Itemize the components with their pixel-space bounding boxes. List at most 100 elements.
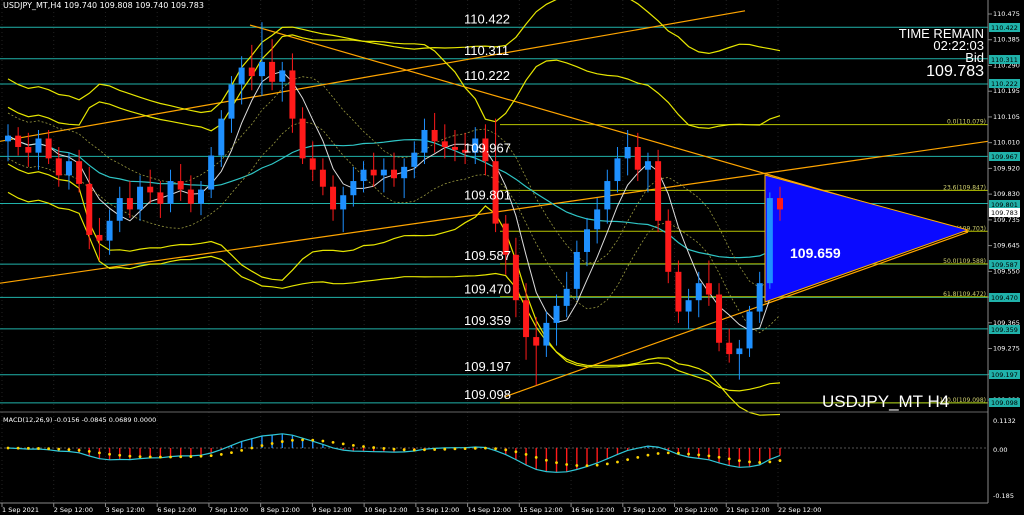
time-tick-label: 6 Sep 12:00 (157, 506, 196, 514)
fibonacci-levels: 0.0(110.079)23.6(109.847)38.2(109.703)50… (500, 119, 988, 404)
level-label: 109.470 (464, 281, 511, 296)
macd-signal-dot (138, 455, 142, 459)
candle-body (553, 305, 560, 323)
candle-body (370, 169, 377, 176)
price-tag-label: 109.967 (991, 153, 1018, 161)
level-label: 109.197 (464, 359, 511, 374)
bid-price-tag (989, 208, 1020, 217)
macd-signal-dot (321, 439, 325, 443)
price-axis: 110.475 110.385 110.290 110.195 110.105 110.0… (988, 10, 1020, 500)
time-tick-label: 15 Sep 12:00 (519, 506, 562, 514)
candle-body (594, 209, 601, 230)
bid-value: 109.783 (926, 63, 984, 80)
bollinger-upper (7, 34, 781, 132)
macd-signal-dot (158, 455, 162, 459)
candle-body (441, 141, 448, 148)
macd-signal-dot (382, 447, 386, 450)
price-tick-label: 110.290 (993, 61, 1020, 69)
candlesticks (5, 22, 783, 386)
macd-signal-dot (57, 447, 61, 451)
candle-body (5, 135, 11, 142)
price-tick-label: 109.920 (993, 164, 1020, 172)
candle-body (35, 138, 42, 153)
candle-body (340, 195, 347, 210)
price-tag (989, 23, 1020, 32)
time-tick-label: 20 Sep 12:00 (675, 506, 718, 514)
macd-signal-dot (626, 458, 630, 462)
macd-signal-dot (301, 438, 304, 442)
level-label: 109.359 (464, 313, 511, 328)
candle-body (269, 61, 276, 82)
macd-signal-dot (473, 446, 477, 450)
macd-signal-dot (351, 443, 355, 447)
macd-pane: MACD(12,26,9) -0.0156 -0.0845 0.0689 0.0… (0, 416, 988, 473)
candle-body (634, 147, 641, 170)
time-tick-label: 9 Sep 12:00 (312, 506, 351, 514)
candle-body (289, 70, 296, 119)
macd-signal-dot (534, 456, 538, 459)
trend-line (0, 10, 746, 142)
macd-signal-dot (565, 463, 569, 466)
macd-signal-dot (179, 455, 183, 459)
time-tick-label: 1 Sep 2021 (2, 506, 39, 514)
candle-body (705, 283, 712, 295)
price-axis-bg (988, 0, 1024, 515)
envelope-lower (7, 121, 781, 334)
macd-signal-dot (270, 442, 274, 445)
price-tick-label: 109.645 (993, 242, 1020, 250)
macd-signal-dot (575, 464, 579, 467)
candle-body (421, 129, 428, 153)
price-tag-label: 109.197 (991, 371, 1018, 379)
macd-signal-dot (748, 460, 751, 464)
macd-signal-dot (47, 447, 51, 451)
level-labels: 110.422 110.311 110.222 109.967 109.801 109.5… (464, 11, 511, 402)
trend-line (504, 231, 969, 398)
bollinger-lower (7, 163, 781, 392)
time-tick-label: 7 Sep 12:00 (209, 506, 248, 514)
price-tag (989, 293, 1020, 302)
candle-body (137, 186, 144, 210)
candle-body (431, 129, 438, 142)
candle-body (685, 300, 692, 312)
candle-body (512, 254, 519, 301)
macd-signal-dot (362, 445, 365, 448)
fib-label: 61.8(109.472) (943, 291, 986, 298)
candle-body (401, 166, 408, 179)
moving-average-cyan (7, 135, 781, 259)
candle-body (563, 288, 570, 306)
macd-signal-dot (737, 459, 741, 463)
fib-label: 0.0(110.079) (947, 119, 986, 126)
macd-signal-dot (118, 453, 122, 457)
macd-signal-dot (189, 455, 193, 458)
bollinger-lower-2 (7, 191, 781, 416)
level-label: 109.967 (464, 140, 511, 155)
time-tick-label: 22 Sep 12:00 (778, 506, 821, 514)
macd-signal-dot (67, 448, 71, 452)
grid-lines (1, 0, 779, 503)
macd-signal-dot (494, 447, 497, 451)
candle-body (319, 169, 326, 187)
price-tick-label: 110.105 (993, 113, 1020, 121)
price-tick-label: 110.385 (993, 36, 1020, 44)
candle-body (198, 189, 204, 204)
macd-signal-dot (423, 448, 426, 452)
candle-body (472, 138, 479, 153)
candle-body (248, 67, 255, 77)
price-tick-label: 110.195 (993, 87, 1020, 95)
macd-signal-dot (433, 448, 437, 451)
price-tag-label: 109.098 (991, 399, 1018, 407)
time-tick-label: 21 Sep 12:00 (726, 506, 769, 514)
macd-signal-dot (240, 448, 244, 452)
macd-signal-dot (585, 464, 589, 468)
candle-body (502, 223, 509, 255)
price-tag (989, 325, 1020, 334)
candle-body (675, 271, 682, 312)
candle-body (167, 181, 174, 204)
candle-body (644, 161, 651, 170)
macd-signal-dot (514, 450, 518, 454)
candle-body (624, 147, 631, 159)
candle-body (187, 189, 194, 204)
price-tick-label: 109.365 (993, 319, 1020, 327)
symbol-watermark: USDJPY_MT H4 (822, 392, 950, 411)
